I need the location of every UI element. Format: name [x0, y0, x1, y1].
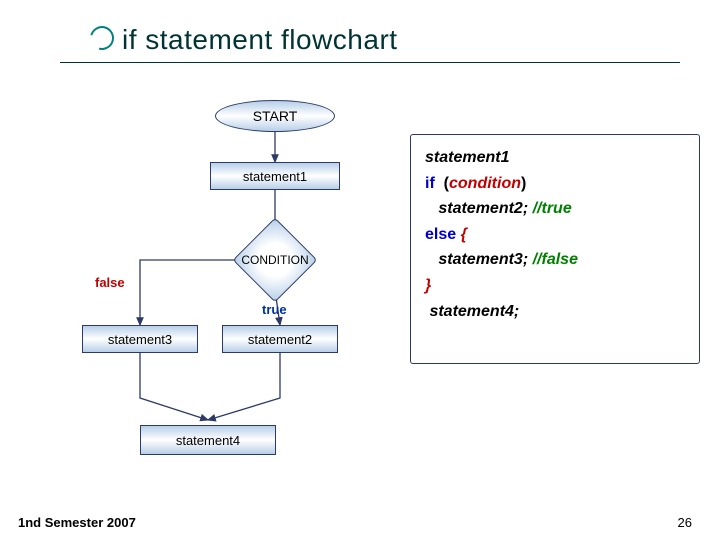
title-underline: [60, 62, 680, 63]
flow-node-stmt3: statement3: [82, 325, 198, 353]
edge-stmt3-stmt4: [140, 353, 208, 420]
code-line-2: statement2; //true: [425, 196, 687, 222]
code-line-1: if (condition): [425, 171, 687, 197]
flowchart: START statement1 CONDITION statement3 statem…: [0, 90, 420, 510]
flow-node-stmt2: statement2: [222, 325, 338, 353]
page-title: if statement flowchart: [122, 24, 398, 56]
title-area: if statement flowchart: [90, 12, 660, 56]
flow-node-stmt4: statement4: [140, 425, 276, 455]
edge-label-false: false: [95, 275, 125, 290]
code-line-3: else {: [425, 222, 687, 248]
slide-root: if statement flowchart START statement1 CO…: [0, 0, 720, 540]
footer-page-number: 26: [678, 515, 692, 530]
code-line-5: }: [425, 273, 687, 299]
code-box: statement1if (condition) statement2; //t…: [410, 134, 700, 364]
edge-label-true: true: [262, 302, 287, 317]
flow-node-start: START: [215, 100, 335, 132]
code-line-4: statement3; //false: [425, 247, 687, 273]
swirl-icon: [86, 22, 119, 55]
edge-cond-stmt3: [140, 260, 245, 325]
edge-stmt2-stmt4: [208, 353, 280, 420]
footer-left: 1nd Semester 2007: [18, 515, 136, 530]
flow-node-cond: CONDITION: [245, 230, 305, 290]
flow-node-stmt1: statement1: [210, 162, 340, 190]
code-line-6: statement4;: [425, 299, 687, 325]
code-line-0: statement1: [425, 145, 687, 171]
